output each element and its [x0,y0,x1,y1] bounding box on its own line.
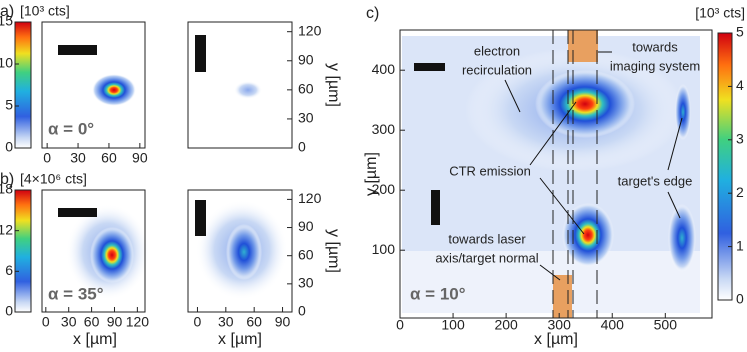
x-tick-label: 500 [654,317,678,333]
callout: towards [632,39,678,54]
y-tick-label: 30 [298,110,314,126]
callout: electron [474,43,520,58]
x-axis-label: x [µm] [73,331,117,348]
colorbar-tick-label: 3 [736,131,744,147]
callout: CTR emission [449,163,531,178]
y-tick-label: 100 [372,241,396,257]
colorbar-tick-label: 0 [736,291,744,307]
x-tick-label: 0 [42,314,50,330]
callout: towards laser [448,231,526,246]
x-tick-label: 0 [43,150,51,166]
x-tick-label: 60 [246,314,262,330]
y-tick-label: 400 [372,61,396,77]
x-tick-label: 400 [601,317,625,333]
plot-frame [187,21,293,149]
x-tick-label: 90 [275,314,291,330]
x-tick-label: 0 [396,317,404,333]
colorbar-tick-label: 6 [5,262,13,278]
x-tick-label: 30 [61,314,77,330]
y-tick-label: 200 [372,181,396,197]
colorbar-label: [10³ cts] [20,3,70,19]
plot-frame [187,189,293,313]
y-axis-label: y [µm] [325,229,342,273]
x-tick-label: 100 [441,317,465,333]
panel-label: b) [0,171,14,188]
colorbar-tick-label: 0 [5,139,13,155]
x-tick-label: 30 [70,150,86,166]
panel-label: c) [366,5,379,22]
y-tick-label: 90 [298,218,314,234]
x-tick-label: 60 [101,150,117,166]
callout: axis/target normal [435,250,538,265]
x-tick-label: 0 [194,314,202,330]
alpha-label: α = 0° [48,119,94,138]
plot-frame [41,189,146,313]
x-tick-label: 60 [84,314,100,330]
heatmap-image [58,30,700,318]
callout: recirculation [462,62,532,77]
x-tick-label: 90 [132,150,148,166]
plot-frame [41,21,146,149]
y-tick-label: 30 [298,275,314,291]
y-tick-label: 0 [298,303,306,319]
colorbar [717,32,733,301]
colorbar-tick-label: 2 [736,184,744,200]
x-tick-label: 300 [548,317,572,333]
y-tick-label: 60 [298,246,314,262]
x-tick-label: 30 [218,314,234,330]
colorbar-tick-label: 4 [736,77,744,93]
colorbar-tick-label: 1 [736,237,744,253]
colorbar-label: [10³ cts] [695,5,745,21]
y-tick-label: 120 [298,22,322,38]
plot-frame [399,29,713,319]
y-axis-label: y [µm] [363,152,380,196]
y-tick-label: 120 [298,190,322,206]
colorbar [14,21,32,149]
colorbar-tick-label: 5 [5,97,13,113]
x-axis-label: x [µm] [534,331,578,348]
alpha-label: α = 35° [48,284,104,303]
colorbar-tick-label: 10 [0,55,13,71]
callout: imaging system [610,58,700,73]
x-tick-label: 90 [107,314,123,330]
y-tick-label: 0 [298,139,306,155]
x-tick-label: 120 [126,314,150,330]
panel-label: a) [0,3,14,20]
colorbar [14,189,32,313]
colorbar-tick-label: 15 [0,13,13,29]
colorbar-tick-label: 18 [0,181,13,197]
colorbar-tick-label: 0 [5,303,13,319]
colorbar-tick-label: 5 [736,24,744,40]
y-axis-label: y [µm] [325,63,342,107]
colorbar-label: [4×10⁶ cts] [20,171,87,187]
x-axis-label: x [µm] [218,331,262,348]
y-tick-label: 90 [298,51,314,67]
y-tick-label: 60 [298,81,314,97]
callout: target's edge [618,173,693,188]
colorbar-tick-label: 12 [0,221,13,237]
x-tick-label: 200 [494,317,518,333]
y-tick-label: 300 [372,121,396,137]
alpha-label: α = 10° [410,284,466,303]
